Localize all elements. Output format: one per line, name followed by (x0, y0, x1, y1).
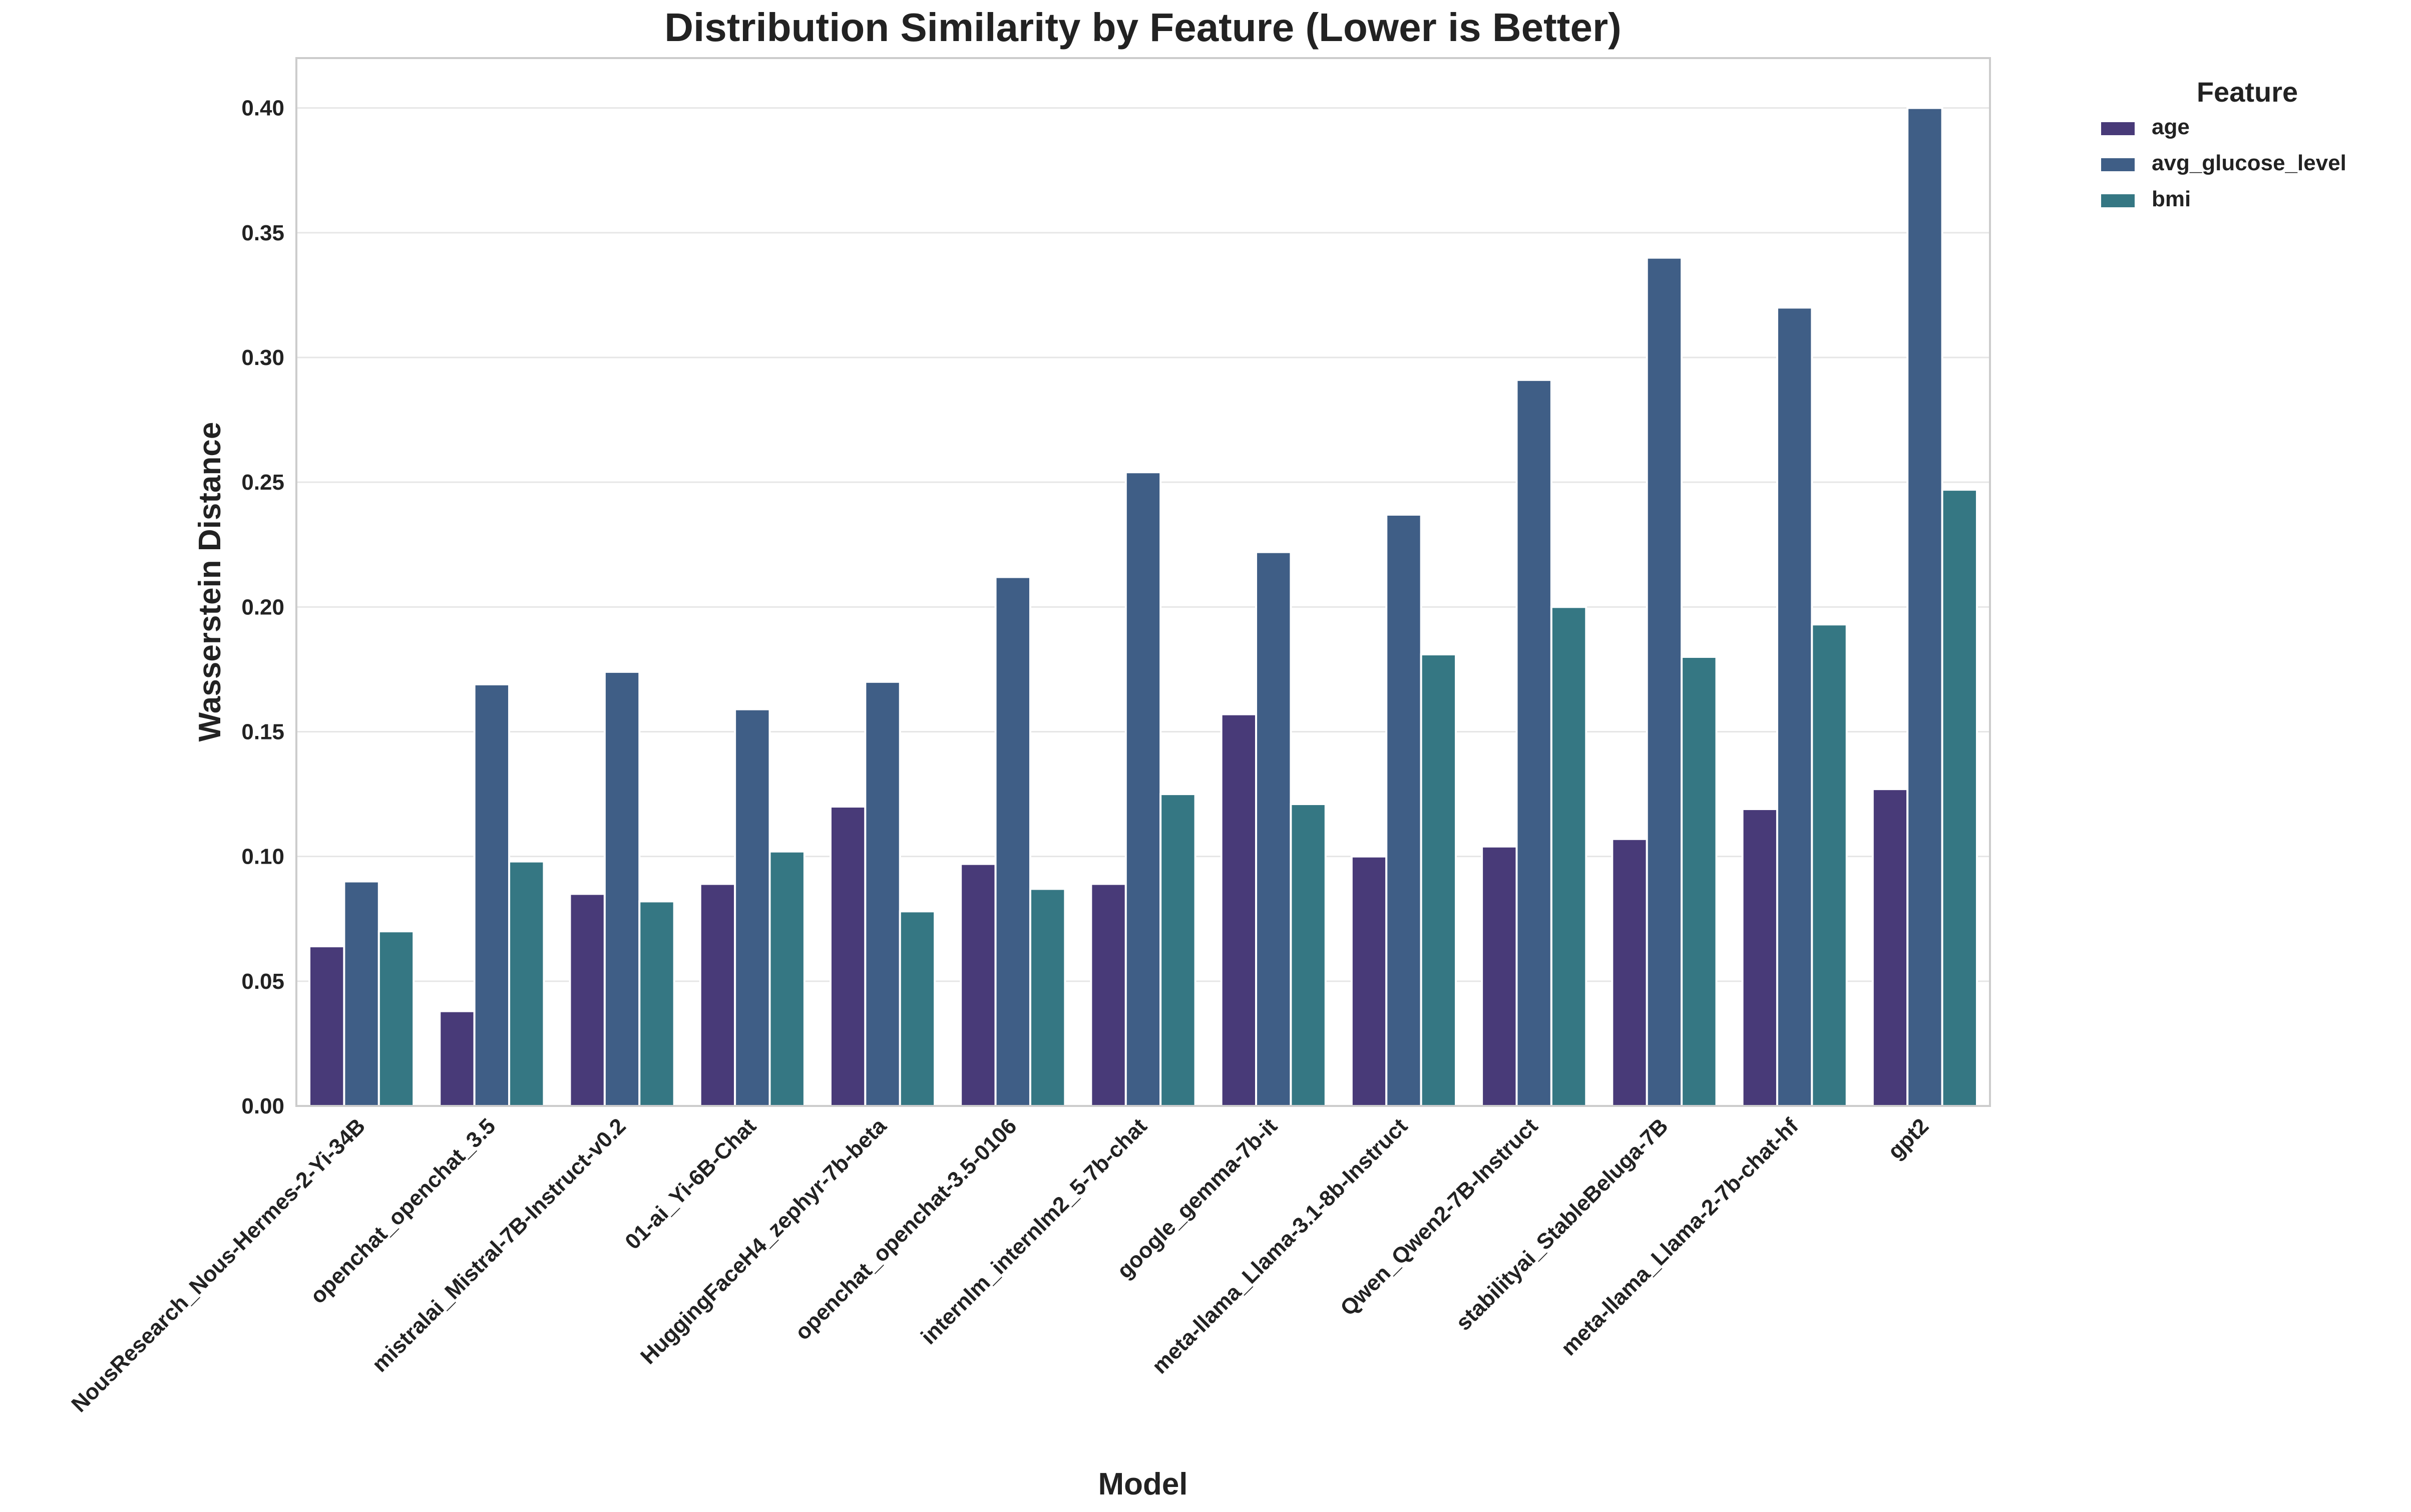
bar-age (569, 893, 606, 1107)
bar-avg-glucose-level (603, 670, 641, 1107)
y-tick-label: 0.00 (241, 1094, 284, 1118)
bar-bmi (638, 900, 675, 1107)
bar-age (1871, 788, 1909, 1107)
legend-swatch (2101, 194, 2135, 207)
bar-bmi (768, 850, 806, 1107)
legend-label: bmi (2152, 187, 2191, 211)
bar-bmi (1681, 656, 1718, 1107)
x-tick-label: NousResearch_Nous-Hermes-2-Yi-34B (67, 1113, 370, 1417)
bar-bmi (1420, 653, 1457, 1107)
x-axis-label: Model (1098, 1467, 1187, 1501)
x-tick-label: gpt2 (1883, 1113, 1933, 1164)
y-tick-label: 0.30 (241, 345, 284, 370)
y-axis-ticks: 0.00 0.05 0.10 0.15 0.20 0.25 0.30 0.35 0.40 (241, 96, 284, 1118)
bar-age (699, 883, 736, 1107)
bar-avg-glucose-level (1515, 379, 1552, 1107)
bar-avg-glucose-level (734, 708, 771, 1107)
bar-age (829, 806, 867, 1107)
x-tick-label: meta-llama_Llama-3.1-8b-Instruct (1147, 1113, 1412, 1378)
bar-bmi (1941, 489, 1978, 1107)
bar-age (439, 1010, 476, 1107)
bar-bmi (377, 930, 415, 1107)
legend-title: Feature (2197, 76, 2298, 108)
x-tick-label: meta-llama_Llama-2-7b-chat-hf (1556, 1113, 1803, 1360)
x-axis-ticks: NousResearch_Nous-Hermes-2-Yi-34B opencha… (67, 1113, 1933, 1417)
x-tick-label: mistralai_Mistral-7B-Instruct-v0.2 (367, 1113, 631, 1377)
bar-bmi (1811, 623, 1848, 1107)
y-tick-label: 0.10 (241, 845, 284, 869)
bar-avg-glucose-level (1906, 107, 1943, 1107)
y-tick-label: 0.25 (241, 470, 284, 495)
y-tick-label: 0.20 (241, 595, 284, 619)
bar-bmi (508, 860, 545, 1107)
bar-avg-glucose-level (473, 683, 511, 1107)
bar-age (1350, 855, 1388, 1107)
chart-title: Distribution Similarity by Feature (Lowe… (664, 5, 1621, 50)
bar-bmi (1159, 793, 1196, 1107)
y-tick-label: 0.40 (241, 96, 284, 121)
y-tick-label: 0.35 (241, 221, 284, 245)
bar-age (960, 863, 997, 1107)
bar-avg-glucose-level (1385, 513, 1422, 1107)
x-tick-label: openchat_openchat-3.5-0106 (790, 1113, 1022, 1345)
bar-bmi (1290, 803, 1327, 1107)
bar-avg-glucose-level (1124, 471, 1162, 1107)
bar-avg-glucose-level (1776, 306, 1813, 1107)
plot-frame (295, 57, 1991, 1107)
y-tick-label: 0.05 (241, 969, 284, 994)
bar-bmi (899, 910, 936, 1107)
x-tick-label: 01-ai_Yi-6B-Chat (620, 1113, 761, 1254)
bar-age (308, 945, 345, 1107)
legend-swatch (2101, 122, 2135, 135)
y-tick-label: 0.15 (241, 720, 284, 744)
bar-age (1741, 808, 1778, 1107)
bar-age (1611, 838, 1648, 1107)
bar-age (1481, 845, 1518, 1107)
bar-age (1090, 883, 1127, 1107)
bar-avg-glucose-level (1646, 256, 1683, 1107)
x-tick-label: internlm_internlm2_5-7b-chat (916, 1113, 1152, 1349)
bar-bmi (1029, 888, 1066, 1107)
bar-age (1220, 713, 1258, 1107)
bar-avg-glucose-level (1255, 551, 1292, 1107)
bar-avg-glucose-level (994, 576, 1031, 1107)
x-tick-label: stabilityai_StableBeluga-7B (1451, 1113, 1673, 1335)
legend-label: avg_glucose_level (2152, 151, 2346, 175)
bar-avg-glucose-level (343, 880, 380, 1107)
x-tick-label: HuggingFaceH4_zephyr-7b-beta (636, 1113, 891, 1369)
legend-swatch (2101, 158, 2135, 171)
legend-label: age (2152, 115, 2190, 139)
bar-bmi (1550, 606, 1587, 1107)
y-axis-label: Wasserstein Distance (193, 422, 227, 742)
bar-avg-glucose-level (864, 680, 901, 1107)
